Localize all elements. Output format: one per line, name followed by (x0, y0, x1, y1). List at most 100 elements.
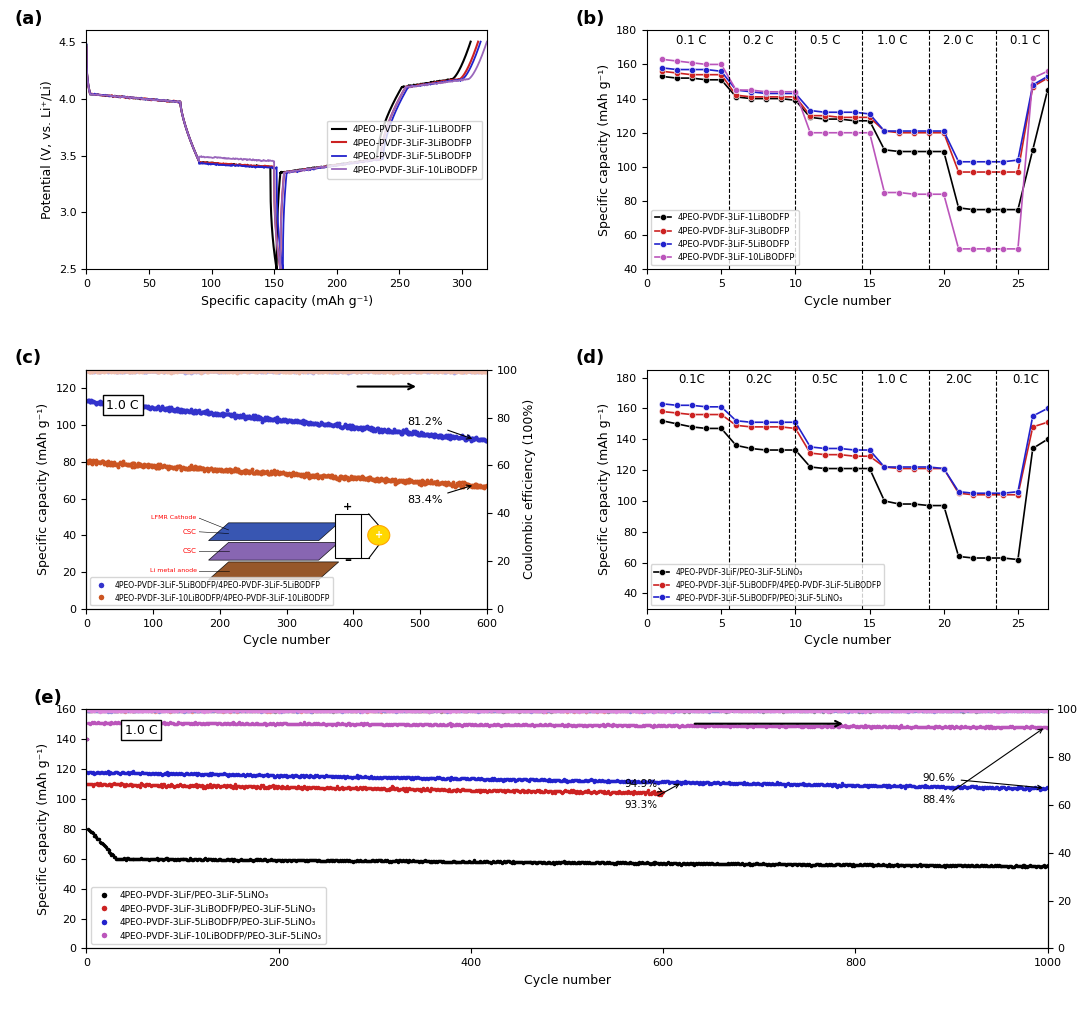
4PEO-PVDF-3LiF-10LiBODFP (893, 187, 906, 199)
4PEO-PVDF-3LiF-10LiBODFP (863, 127, 876, 139)
4PEO-PVDF-3LiF/PEO-3LiF-5LiNO₃ (848, 462, 861, 474)
Text: 1.0 C: 1.0 C (877, 373, 907, 385)
4PEO-PVDF-3LiF-5LiBODFP/PEO-3LiF-5LiNO₃ (863, 444, 876, 456)
4PEO-PVDF-3LiF-3LiBODFP (307, 162, 320, 175)
4PEO-PVDF-3LiF/PEO-3LiF-5LiNO₃ (804, 461, 816, 473)
4PEO-PVDF-3LiF/PEO-3LiF-5LiNO₃ (937, 499, 950, 512)
4PEO-PVDF-3LiF-1LiBODFP (1041, 84, 1054, 96)
4PEO-PVDF-3LiF-5LiBODFP/4PEO-PVDF-3LiF-5LiBODFP (863, 450, 876, 462)
4PEO-PVDF-3LiF-1LiBODFP (774, 93, 787, 105)
4PEO-PVDF-3LiF-3LiBODFP (270, 228, 283, 240)
4PEO-PVDF-3LiF-10LiBODFP (878, 187, 891, 199)
4PEO-PVDF-3LiF-1LiBODFP (878, 143, 891, 155)
4PEO-PVDF-3LiF-5LiBODFP (1012, 154, 1025, 166)
4PEO-PVDF-3LiF-10LiBODFP (967, 243, 980, 255)
4PEO-PVDF-3LiF-5LiBODFP (272, 228, 285, 240)
4PEO-PVDF-3LiF-5LiBODFP/4PEO-PVDF-3LiF-5LiBODFP (804, 447, 816, 459)
4PEO-PVDF-3LiF-5LiBODFP (357, 156, 370, 169)
4PEO-PVDF-3LiF-1LiBODFP (848, 115, 861, 127)
Text: 2.0 C: 2.0 C (943, 33, 974, 46)
4PEO-PVDF-3LiF/PEO-3LiF-5LiNO₃ (700, 423, 713, 435)
4PEO-PVDF-3LiF-10LiBODFP (80, 41, 93, 53)
4PEO-PVDF-3LiF-3LiBODFP (982, 165, 995, 178)
4PEO-PVDF-3LiF-5LiBODFP (819, 106, 832, 118)
4PEO-PVDF-3LiF-5LiBODFP/PEO-3LiF-5LiNO₃ (789, 416, 802, 428)
Y-axis label: Specific capacity (mAh g⁻¹): Specific capacity (mAh g⁻¹) (597, 64, 610, 236)
4PEO-PVDF-3LiF-1LiBODFP (270, 259, 283, 271)
4PEO-PVDF-3LiF-10LiBODFP (834, 127, 847, 139)
4PEO-PVDF-3LiF-5LiBODFP/4PEO-PVDF-3LiF-5LiBODFP (715, 409, 728, 421)
4PEO-PVDF-3LiF-5LiBODFP/PEO-3LiF-5LiNO₃ (715, 401, 728, 413)
Y-axis label: Specific capacity (mAh g⁻¹): Specific capacity (mAh g⁻¹) (597, 404, 610, 575)
4PEO-PVDF-3LiF-5LiBODFP/PEO-3LiF-5LiNO₃ (834, 442, 847, 454)
4PEO-PVDF-3LiF-5LiBODFP/PEO-3LiF-5LiNO₃ (982, 487, 995, 499)
4PEO-PVDF-3LiF-5LiBODFP/PEO-3LiF-5LiNO₃ (744, 416, 757, 428)
Line: 4PEO-PVDF-3LiF/PEO-3LiF-5LiNO₃: 4PEO-PVDF-3LiF/PEO-3LiF-5LiNO₃ (659, 418, 1051, 563)
4PEO-PVDF-3LiF-1LiBODFP (730, 91, 743, 103)
4PEO-PVDF-3LiF/PEO-3LiF-5LiNO₃ (1026, 442, 1039, 454)
4PEO-PVDF-3LiF-3LiBODFP (893, 127, 906, 139)
Y-axis label: Specific capacity (mAh g⁻¹): Specific capacity (mAh g⁻¹) (37, 404, 50, 575)
4PEO-PVDF-3LiF-3LiBODFP (848, 111, 861, 123)
4PEO-PVDF-3LiF-1LiBODFP (804, 111, 816, 123)
4PEO-PVDF-3LiF-3LiBODFP (274, 263, 287, 275)
4PEO-PVDF-3LiF-5LiBODFP (997, 155, 1010, 167)
4PEO-PVDF-3LiF-5LiBODFP (671, 64, 684, 76)
4PEO-PVDF-3LiF-1LiBODFP (893, 145, 906, 157)
4PEO-PVDF-3LiF-5LiBODFP (656, 62, 669, 74)
Line: 4PEO-PVDF-3LiF-5LiBODFP/PEO-3LiF-5LiNO₃: 4PEO-PVDF-3LiF-5LiBODFP/PEO-3LiF-5LiNO₃ (659, 401, 1051, 496)
4PEO-PVDF-3LiF-5LiBODFP/4PEO-PVDF-3LiF-5LiBODFP (967, 488, 980, 500)
Text: 1.0 C: 1.0 C (125, 723, 158, 737)
Text: 81.2%: 81.2% (407, 417, 471, 439)
4PEO-PVDF-3LiF-5LiBODFP/4PEO-PVDF-3LiF-5LiBODFP (656, 406, 669, 418)
4PEO-PVDF-3LiF-10LiBODFP (804, 127, 816, 139)
Line: 4PEO-PVDF-3LiF-5LiBODFP/4PEO-PVDF-3LiF-5LiBODFP: 4PEO-PVDF-3LiF-5LiBODFP/4PEO-PVDF-3LiF-5… (659, 409, 1051, 497)
4PEO-PVDF-3LiF-1LiBODFP (997, 204, 1010, 216)
4PEO-PVDF-3LiF-5LiBODFP (1041, 71, 1054, 83)
4PEO-PVDF-3LiF-3LiBODFP (273, 259, 286, 271)
Text: 1.0 C: 1.0 C (107, 399, 139, 412)
4PEO-PVDF-3LiF-10LiBODFP (700, 59, 713, 71)
X-axis label: Cycle number: Cycle number (804, 635, 891, 647)
Line: 4PEO-PVDF-3LiF-3LiBODFP: 4PEO-PVDF-3LiF-3LiBODFP (86, 41, 478, 269)
Text: 93.3%: 93.3% (624, 784, 679, 810)
4PEO-PVDF-3LiF/PEO-3LiF-5LiNO₃ (744, 442, 757, 454)
Legend: 4PEO-PVDF-3LiF-1LiBODFP, 4PEO-PVDF-3LiF-3LiBODFP, 4PEO-PVDF-3LiF-5LiBODFP, 4PEO-: 4PEO-PVDF-3LiF-1LiBODFP, 4PEO-PVDF-3LiF-… (651, 210, 798, 265)
4PEO-PVDF-3LiF-5LiBODFP (789, 88, 802, 100)
4PEO-PVDF-3LiF-1LiBODFP (922, 145, 935, 157)
4PEO-PVDF-3LiF-5LiBODFP/4PEO-PVDF-3LiF-5LiBODFP (671, 407, 684, 419)
4PEO-PVDF-3LiF-1LiBODFP (759, 93, 772, 105)
4PEO-PVDF-3LiF-1LiBODFP (271, 212, 284, 224)
4PEO-PVDF-3LiF-5LiBODFP (474, 35, 487, 47)
4PEO-PVDF-3LiF-10LiBODFP (730, 84, 743, 96)
4PEO-PVDF-3LiF/PEO-3LiF-5LiNO₃ (953, 551, 966, 563)
4PEO-PVDF-3LiF-1LiBODFP (789, 94, 802, 106)
4PEO-PVDF-3LiF-5LiBODFP/PEO-3LiF-5LiNO₃ (1012, 485, 1025, 497)
4PEO-PVDF-3LiF-5LiBODFP/4PEO-PVDF-3LiF-5LiBODFP (1041, 416, 1054, 428)
4PEO-PVDF-3LiF-10LiBODFP (273, 259, 286, 271)
4PEO-PVDF-3LiF-3LiBODFP (730, 89, 743, 101)
4PEO-PVDF-3LiF-5LiBODFP/PEO-3LiF-5LiNO₃ (774, 416, 787, 428)
Text: 88.4%: 88.4% (922, 730, 1042, 805)
4PEO-PVDF-3LiF-1LiBODFP (685, 72, 698, 84)
4PEO-PVDF-3LiF-5LiBODFP/PEO-3LiF-5LiNO₃ (1026, 410, 1039, 422)
4PEO-PVDF-3LiF/PEO-3LiF-5LiNO₃ (789, 444, 802, 456)
4PEO-PVDF-3LiF-10LiBODFP (774, 86, 787, 98)
4PEO-PVDF-3LiF-10LiBODFP (744, 84, 757, 96)
4PEO-PVDF-3LiF-10LiBODFP (937, 189, 950, 201)
4PEO-PVDF-3LiF-3LiBODFP (1012, 165, 1025, 178)
4PEO-PVDF-3LiF-3LiBODFP (274, 212, 287, 224)
Text: 0.1 C: 0.1 C (1010, 33, 1041, 46)
4PEO-PVDF-3LiF-5LiBODFP (730, 84, 743, 96)
4PEO-PVDF-3LiF-5LiBODFP/4PEO-PVDF-3LiF-5LiBODFP (937, 462, 950, 474)
Text: 1.0 C: 1.0 C (877, 33, 907, 46)
4PEO-PVDF-3LiF-5LiBODFP (386, 115, 399, 127)
4PEO-PVDF-3LiF-5LiBODFP (774, 88, 787, 100)
4PEO-PVDF-3LiF/PEO-3LiF-5LiNO₃ (715, 423, 728, 435)
4PEO-PVDF-3LiF-5LiBODFP (863, 108, 876, 120)
4PEO-PVDF-3LiF-10LiBODFP (922, 189, 935, 201)
4PEO-PVDF-3LiF-5LiBODFP/4PEO-PVDF-3LiF-5LiBODFP (789, 423, 802, 435)
4PEO-PVDF-3LiF-1LiBODFP (303, 162, 316, 175)
4PEO-PVDF-3LiF-5LiBODFP (715, 66, 728, 78)
4PEO-PVDF-3LiF-5LiBODFP/PEO-3LiF-5LiNO₃ (819, 442, 832, 454)
